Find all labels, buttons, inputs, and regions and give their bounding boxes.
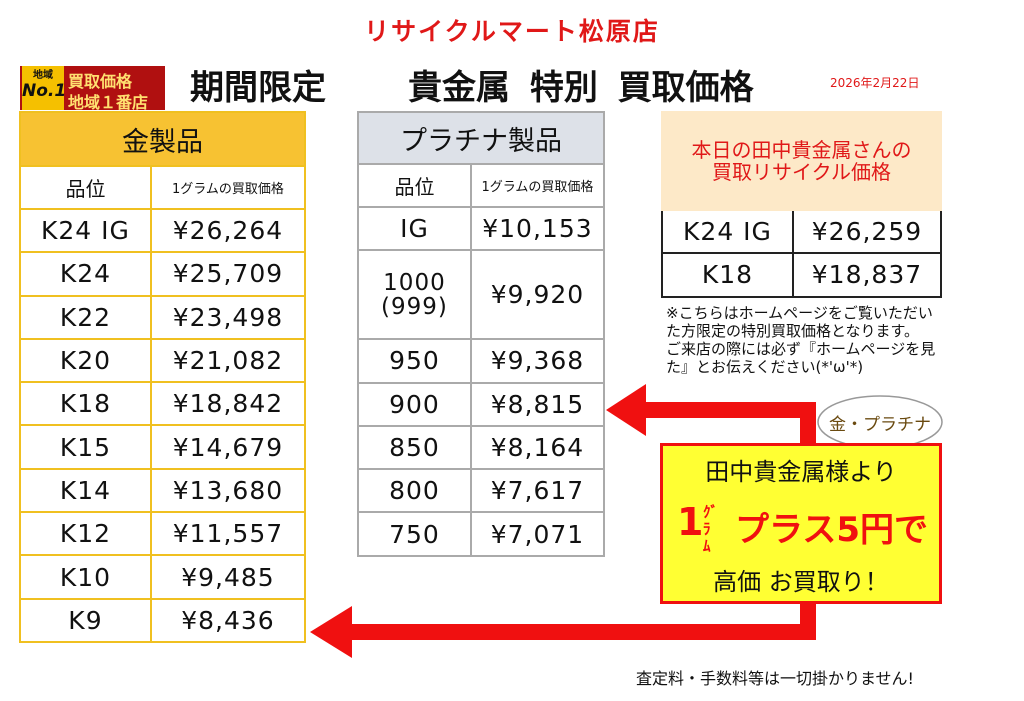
gold-table: 金製品 品位 1グラムの買取価格 K24 IG ¥26,264 K24 ¥25,709 K22… xyxy=(19,111,307,643)
store-name: リサイクルマート松原店 xyxy=(364,17,660,46)
cell: ¥9,368 xyxy=(469,338,606,384)
cell: ¥26,264 xyxy=(149,207,307,254)
row: K10 ¥9,485 xyxy=(19,554,307,600)
badge-text: 地域 xyxy=(33,70,53,81)
header-row: 品位 1グラムの買取価格 xyxy=(19,165,307,210)
row: IG ¥10,153 xyxy=(357,205,606,252)
column-header: 1グラムの買取価格 xyxy=(469,163,606,208)
badge-left: 地域 No.1 xyxy=(22,66,67,110)
cell: ¥13,680 xyxy=(149,467,307,514)
cell: ¥14,679 xyxy=(149,424,307,470)
cell: ¥21,082 xyxy=(149,337,307,384)
cell: 900 xyxy=(357,381,472,427)
title-row: 金製品 xyxy=(19,111,306,167)
arrow-head xyxy=(310,606,352,658)
footer: 査定料・手数料等は一切掛かりません! xyxy=(636,669,914,688)
note: ※こちらはホームページをご覧いただいた方限定の特別買取価格となります。 ご来店の… xyxy=(666,304,936,376)
row: 850 ¥8,164 xyxy=(357,424,606,471)
promo-line: 高価 お買取り！ xyxy=(713,568,889,596)
cell: 750 xyxy=(357,511,472,557)
column-header: 1グラムの買取価格 xyxy=(149,165,307,210)
cell: K18 xyxy=(19,381,152,427)
row: K24 ¥25,709 xyxy=(19,251,307,297)
cell: ¥18,842 xyxy=(149,381,307,427)
cell: K14 xyxy=(19,467,152,514)
row: K15 ¥14,679 xyxy=(19,424,307,470)
tanaka-table: 本日の田中貴金属さんの 買取リサイクル価格 K24 IG ¥26,259 K18 ¥18… xyxy=(661,111,943,298)
row: 1000 (999) ¥9,920 xyxy=(357,249,606,341)
cell: ¥8,436 xyxy=(149,597,307,643)
cell: ¥23,498 xyxy=(149,294,307,340)
cell: ¥18,837 xyxy=(791,252,943,298)
badge: 地域 No.1 買取価格 地域１番店 xyxy=(20,66,165,112)
column-header: 品位 xyxy=(19,165,152,210)
cell: K9 xyxy=(19,597,152,643)
cell: ¥7,617 xyxy=(469,468,606,514)
row: 750 ¥7,071 xyxy=(357,511,606,557)
title-left: 期間限定 xyxy=(190,68,326,108)
platinum-table: プラチナ製品 品位 1グラムの買取価格 IG ¥10,153 1000 (999) ¥9,9… xyxy=(357,111,606,557)
column-header: 品位 xyxy=(357,163,472,208)
cell: ¥26,259 xyxy=(791,208,943,255)
row: K9 ¥8,436 xyxy=(19,597,307,643)
row: K18 ¥18,837 xyxy=(661,252,943,298)
cell: ¥8,815 xyxy=(469,381,606,427)
cell: ¥9,920 xyxy=(469,249,606,341)
cell: K24 IG xyxy=(19,207,152,254)
badge-text: 地域１番店 xyxy=(68,93,149,112)
cell: ¥10,153 xyxy=(469,205,606,252)
row: K22 ¥23,498 xyxy=(19,294,307,340)
title-right: 貴金属 特別 買取価格 xyxy=(408,68,754,108)
row: K18 ¥18,842 xyxy=(19,381,307,427)
cell: K18 xyxy=(661,252,794,298)
promo-unit: ｸﾞﾗ ﾑ xyxy=(703,503,719,555)
row: 950 ¥9,368 xyxy=(357,338,606,384)
row: K24 IG ¥26,264 xyxy=(19,207,307,254)
cell: ¥11,557 xyxy=(149,511,307,557)
cell: K12 xyxy=(19,511,152,557)
row: 900 ¥8,815 xyxy=(357,381,606,427)
cell: K24 IG xyxy=(661,208,794,255)
title-row: プラチナ製品 xyxy=(357,111,605,165)
table-title: プラチナ製品 xyxy=(357,111,605,165)
cell: 950 xyxy=(357,338,472,384)
row: K14 ¥13,680 xyxy=(19,467,307,514)
bubble-text: 金・プラチナ xyxy=(829,415,931,435)
cell: K22 xyxy=(19,294,152,340)
row: K20 ¥21,082 xyxy=(19,337,307,384)
cell: K15 xyxy=(19,424,152,470)
cell: ¥25,709 xyxy=(149,251,307,297)
cell: K24 xyxy=(19,251,152,297)
cell: K10 xyxy=(19,554,152,600)
arrow-head xyxy=(606,384,646,436)
table-title: 金製品 xyxy=(19,111,306,167)
promo-number: 1 xyxy=(677,500,704,544)
header-row: 品位 1グラムの買取価格 xyxy=(357,163,606,208)
cell: ¥9,485 xyxy=(149,554,307,600)
row: K24 IG ¥26,259 xyxy=(661,208,943,255)
badge-text: No.1 xyxy=(22,81,67,101)
arrow xyxy=(645,402,816,445)
badge-text: 買取価格 xyxy=(68,72,133,91)
cell: K20 xyxy=(19,337,152,384)
date: 2026年2月22日 xyxy=(830,76,920,90)
cell: 1000 (999) xyxy=(357,249,472,341)
cell: 850 xyxy=(357,424,472,471)
title-row: 本日の田中貴金属さんの 買取リサイクル価格 xyxy=(661,111,942,211)
cell: IG xyxy=(357,205,472,252)
promo-line: 田中貴金属様より xyxy=(705,458,897,486)
row: K12 ¥11,557 xyxy=(19,511,307,557)
row: 800 ¥7,617 xyxy=(357,468,606,514)
table-title: 本日の田中貴金属さんの 買取リサイクル価格 xyxy=(661,111,942,211)
cell: ¥8,164 xyxy=(469,424,606,471)
promo-box: 田中貴金属様より 1 ｸﾞﾗ ﾑ プラス5円で 高価 お買取り！ xyxy=(660,443,942,604)
arrow xyxy=(350,600,816,640)
cell: 800 xyxy=(357,468,472,514)
promo-plus: プラス5円で xyxy=(735,510,928,550)
cell: ¥7,071 xyxy=(469,511,606,557)
